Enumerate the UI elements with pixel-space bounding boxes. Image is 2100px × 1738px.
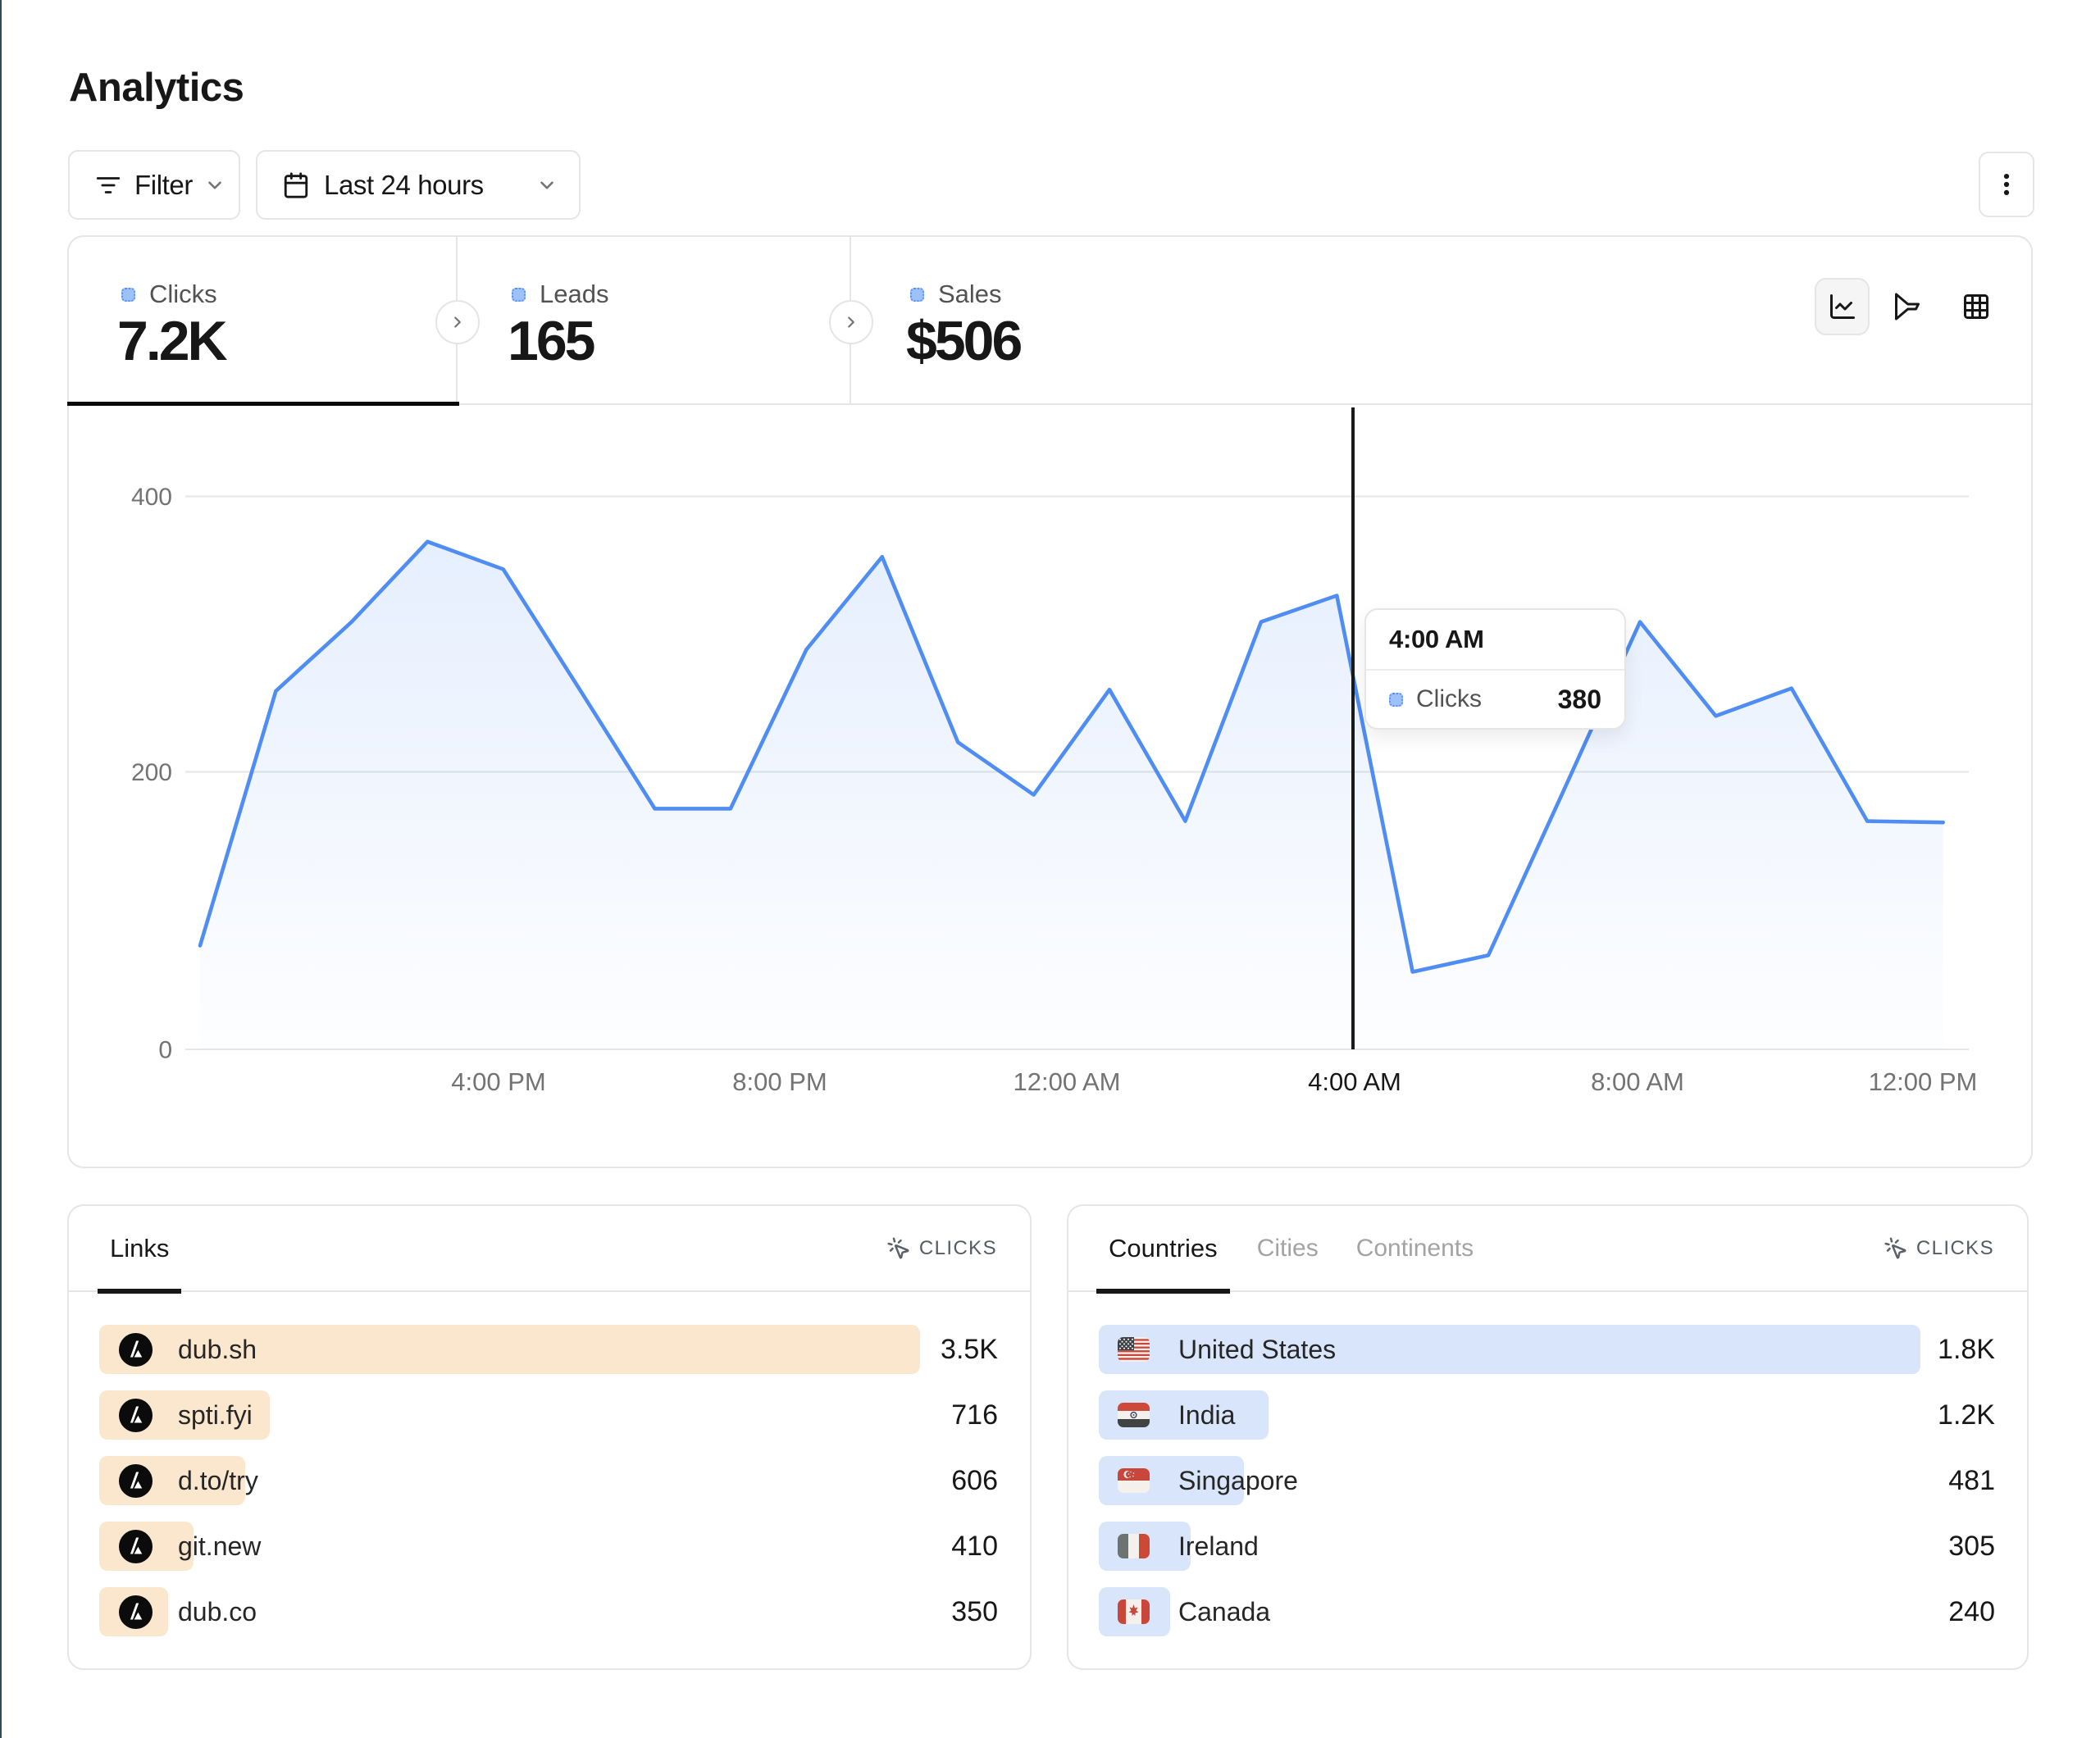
svg-text:200: 200: [131, 759, 172, 786]
svg-text:4:00 AM: 4:00 AM: [1308, 1067, 1401, 1096]
svg-text:8:00 AM: 8:00 AM: [1591, 1067, 1684, 1096]
svg-text:12:00 PM: 12:00 PM: [1869, 1067, 1978, 1096]
svg-text:400: 400: [131, 484, 172, 511]
svg-text:8:00 PM: 8:00 PM: [732, 1067, 827, 1096]
svg-text:12:00 AM: 12:00 AM: [1014, 1067, 1121, 1096]
svg-text:4:00 PM: 4:00 PM: [451, 1067, 545, 1096]
svg-text:0: 0: [158, 1037, 172, 1064]
